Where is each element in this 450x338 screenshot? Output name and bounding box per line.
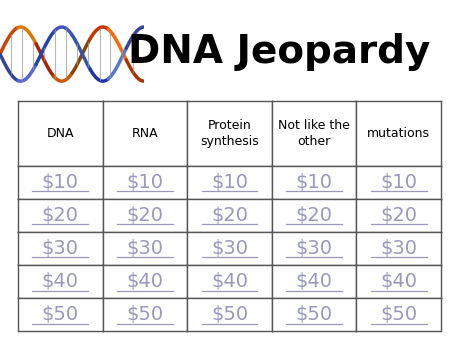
Text: $50: $50: [126, 305, 163, 324]
Text: $40: $40: [380, 272, 417, 291]
Text: $30: $30: [42, 239, 79, 258]
Text: $50: $50: [380, 305, 417, 324]
Text: $10: $10: [211, 173, 248, 192]
Text: $50: $50: [42, 305, 79, 324]
Text: Protein
synthesis: Protein synthesis: [200, 119, 259, 148]
Text: $40: $40: [296, 272, 333, 291]
Text: $20: $20: [296, 206, 333, 225]
Text: $50: $50: [211, 305, 248, 324]
Text: $10: $10: [126, 173, 163, 192]
Text: $50: $50: [296, 305, 333, 324]
Text: $20: $20: [211, 206, 248, 225]
Text: RNA: RNA: [131, 127, 158, 140]
Text: $40: $40: [42, 272, 79, 291]
Text: $30: $30: [211, 239, 248, 258]
Text: $10: $10: [380, 173, 417, 192]
Text: $20: $20: [126, 206, 163, 225]
Text: $10: $10: [42, 173, 79, 192]
Text: DNA Jeopardy: DNA Jeopardy: [128, 33, 430, 71]
Text: $40: $40: [211, 272, 248, 291]
Text: $30: $30: [126, 239, 163, 258]
Text: $20: $20: [42, 206, 79, 225]
Text: Not like the
other: Not like the other: [278, 119, 350, 148]
Text: $20: $20: [380, 206, 417, 225]
Text: $30: $30: [296, 239, 333, 258]
Text: DNA: DNA: [46, 127, 74, 140]
Text: mutations: mutations: [367, 127, 430, 140]
Text: $10: $10: [296, 173, 333, 192]
Text: $40: $40: [126, 272, 163, 291]
Text: $30: $30: [380, 239, 417, 258]
